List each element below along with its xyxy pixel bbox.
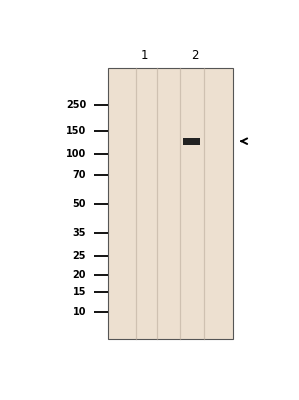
Text: 15: 15 — [73, 288, 86, 298]
Text: 250: 250 — [66, 100, 86, 110]
Text: 1: 1 — [140, 49, 148, 62]
Text: 10: 10 — [73, 307, 86, 317]
Text: 50: 50 — [73, 198, 86, 208]
Text: 20: 20 — [73, 270, 86, 280]
Bar — [108, 68, 233, 339]
Text: 35: 35 — [73, 228, 86, 238]
Text: 25: 25 — [73, 250, 86, 260]
Text: 70: 70 — [73, 170, 86, 180]
Text: 100: 100 — [66, 149, 86, 159]
Bar — [183, 138, 200, 144]
Text: 2: 2 — [191, 49, 199, 62]
Text: 150: 150 — [66, 126, 86, 136]
